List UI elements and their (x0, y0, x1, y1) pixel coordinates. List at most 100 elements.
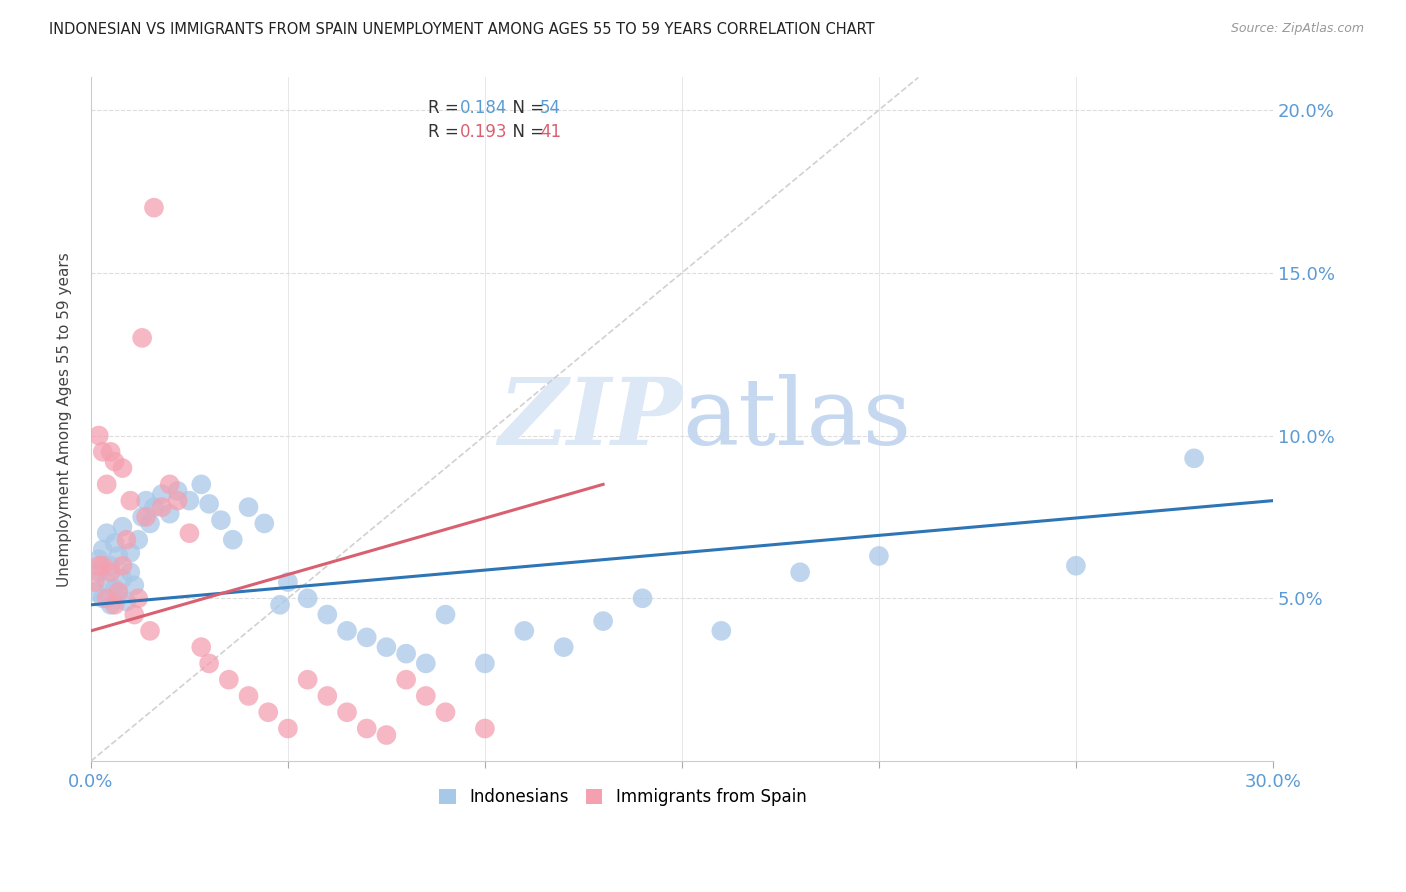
Point (131, 510, 153, 524)
Point (166, 493, 188, 508)
Point (179, 526, 201, 541)
Text: 0.184: 0.184 (460, 99, 508, 117)
Point (120, 566, 142, 580)
Point (91, 445, 114, 459)
Text: R =: R = (427, 99, 464, 117)
Point (87, 428, 110, 442)
Point (87, 566, 110, 580)
Point (198, 657, 221, 671)
Y-axis label: Unemployment Among Ages 55 to 59 years: Unemployment Among Ages 55 to 59 years (58, 252, 72, 587)
Point (120, 546, 142, 560)
Point (474, 657, 496, 671)
Point (257, 705, 280, 719)
Point (1064, 558, 1087, 573)
Point (592, 614, 614, 628)
Point (316, 607, 339, 622)
Point (135, 493, 157, 508)
Legend: Indonesians, Immigrants from Spain: Indonesians, Immigrants from Spain (432, 780, 814, 814)
Point (513, 624, 536, 638)
Point (83, 574, 105, 589)
Point (415, 657, 437, 671)
Point (434, 607, 457, 622)
Point (190, 640, 212, 654)
Point (277, 722, 299, 736)
Point (135, 510, 157, 524)
Point (297, 591, 319, 606)
Point (253, 516, 276, 531)
Point (83, 584, 105, 599)
Point (238, 689, 260, 703)
Point (96, 591, 118, 606)
Point (115, 533, 138, 547)
Point (91, 558, 114, 573)
Point (631, 591, 654, 606)
Point (159, 507, 181, 521)
Point (120, 493, 142, 508)
Point (143, 201, 166, 215)
Point (111, 572, 134, 586)
Point (100, 558, 122, 573)
Point (103, 598, 125, 612)
Point (415, 689, 437, 703)
Point (336, 624, 359, 638)
Point (1182, 451, 1205, 466)
Text: Source: ZipAtlas.com: Source: ZipAtlas.com (1230, 22, 1364, 36)
Point (336, 705, 359, 719)
Point (198, 497, 221, 511)
Point (115, 594, 138, 608)
Point (100, 445, 122, 459)
Point (143, 500, 166, 515)
Point (868, 549, 890, 563)
Point (96, 574, 118, 589)
Point (356, 722, 378, 736)
Text: 0.193: 0.193 (460, 123, 508, 141)
Text: 41: 41 (540, 123, 561, 141)
Point (127, 533, 149, 547)
Point (139, 624, 162, 638)
Point (127, 591, 149, 606)
Point (122, 578, 145, 592)
Point (209, 513, 232, 527)
Point (107, 549, 129, 563)
Point (96, 477, 118, 491)
Point (395, 673, 418, 687)
Point (269, 598, 291, 612)
Text: N =: N = (502, 99, 550, 117)
Point (107, 584, 129, 599)
Text: R =: R = (427, 123, 464, 141)
Point (139, 516, 162, 531)
Point (87, 558, 110, 573)
Point (190, 477, 212, 491)
Text: 54: 54 (540, 99, 561, 117)
Point (100, 566, 122, 580)
Point (297, 673, 319, 687)
Text: N =: N = (502, 123, 550, 141)
Text: INDONESIAN VS IMMIGRANTS FROM SPAIN UNEMPLOYMENT AMONG AGES 55 TO 59 YEARS CORRE: INDONESIAN VS IMMIGRANTS FROM SPAIN UNEM… (49, 22, 875, 37)
Point (710, 624, 733, 638)
Point (150, 487, 173, 501)
Point (222, 533, 245, 547)
Text: atlas: atlas (682, 375, 911, 464)
Point (166, 483, 188, 498)
Point (375, 728, 398, 742)
Point (238, 500, 260, 515)
Point (91, 591, 114, 606)
Point (91, 542, 114, 557)
Point (159, 477, 181, 491)
Point (179, 493, 201, 508)
Point (111, 519, 134, 533)
Point (316, 689, 339, 703)
Text: ZIP: ZIP (498, 375, 682, 464)
Point (218, 673, 240, 687)
Point (87, 552, 110, 566)
Point (434, 705, 457, 719)
Point (103, 536, 125, 550)
Point (122, 607, 145, 622)
Point (474, 722, 496, 736)
Point (100, 598, 122, 612)
Point (103, 582, 125, 596)
Point (395, 647, 418, 661)
Point (96, 526, 118, 541)
Point (111, 558, 134, 573)
Point (107, 588, 129, 602)
